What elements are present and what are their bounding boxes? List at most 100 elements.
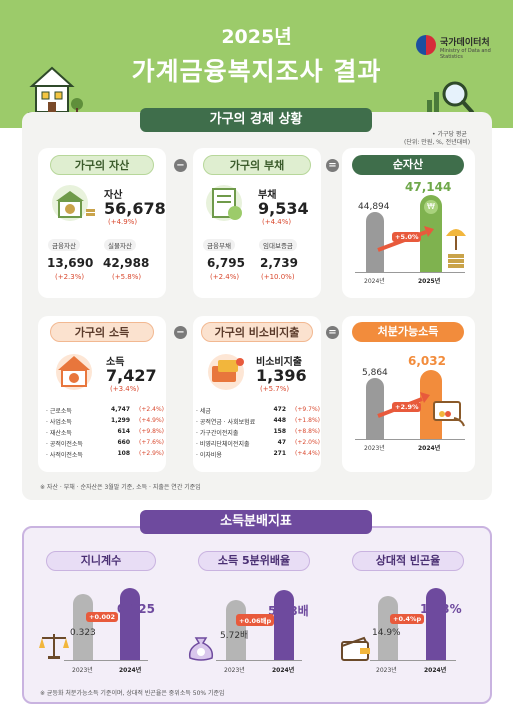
net-curr-year: 2025년 [418, 278, 441, 285]
disposable-delta: +2.9% [392, 402, 422, 412]
nonconsumption-label: 비소비지출 [256, 357, 302, 368]
gini-curr-bar [120, 588, 140, 660]
breakdown-change: (+2.0%) [295, 439, 320, 446]
net-prev-value: 44,894 [358, 202, 390, 212]
gini-curr-value: 0.325 [117, 602, 155, 616]
breakdown-row: · 사업소득 1,299 (+4.9%) [46, 417, 164, 428]
real-assets-change: (+5.8%) [112, 273, 142, 281]
breakdown-row: · 사적이전소득 108 (+2.9%) [46, 450, 164, 461]
breakdown-value: 47 [277, 439, 286, 446]
net-curr-bar [420, 195, 442, 272]
quintile-curr-value: 5.78배 [268, 604, 309, 618]
breakdown-change: (+7.6%) [139, 439, 164, 446]
wallet-card-icon [204, 350, 250, 392]
breakdown-name: · 공적이전소득 [46, 441, 83, 448]
breakdown-change: (+2.4%) [139, 406, 164, 413]
unit-note-2: (단위: 만원, %, 전년대비) [404, 139, 471, 146]
poverty-prev-bar [378, 596, 398, 660]
gini-delta: +0.002 [86, 612, 119, 622]
money-bag-icon [186, 632, 216, 662]
quintile-curr-bar [274, 590, 294, 660]
breakdown-change: (+4.4%) [295, 450, 320, 457]
financial-debt-label: 금융부채 [203, 239, 235, 251]
breakdown-name: · 비영리단체이전지출 [196, 441, 250, 448]
rental-deposit-change: (+10.0%) [261, 273, 295, 281]
poverty-curr-value: 15.3% [420, 602, 462, 616]
nonconsumption-breakdown-list: · 세금 472 (+9.7%) · 공적연금 · 사회보험료 448 (+1.8%) · … [196, 406, 320, 461]
debt-change: (+4.4%) [262, 218, 292, 226]
income-breakdown-list: · 근로소득 4,747 (+2.4%) · 사업소득 1,299 (+4.9%) · 재산… [46, 406, 164, 461]
breakdown-name: · 근로소득 [46, 408, 72, 415]
disposable-curr-year: 2024년 [418, 445, 441, 452]
distribution-title: 소득분배지표 [140, 510, 372, 534]
breakdown-name: · 이자비용 [196, 452, 222, 459]
nonconsumption-value: 1,396 [256, 366, 307, 385]
financial-assets-change: (+2.3%) [55, 273, 85, 281]
income-value: 7,427 [106, 366, 157, 385]
nonconsumption-card [193, 316, 321, 472]
gini-pill: 지니계수 [46, 551, 156, 571]
org-subname: Ministry of Data and Statistics [440, 48, 491, 60]
card-hand-icon [430, 398, 466, 428]
gini-prev-bar [73, 594, 93, 660]
breakdown-value: 660 [117, 439, 130, 446]
poverty-curr-bar [426, 588, 446, 660]
net-curr-value: 47,144 [405, 180, 452, 194]
net-baseline [355, 272, 465, 273]
assets-building-icon [48, 183, 98, 225]
debt-document-icon [204, 183, 250, 225]
poverty-prev-year: 2023년 [376, 667, 397, 674]
org-name: 국가데이터처 [440, 38, 490, 48]
equals-operator-1: = [326, 159, 339, 172]
minus-operator-2: − [174, 326, 187, 339]
debt-label: 부채 [258, 190, 277, 201]
real-assets-value: 42,988 [103, 256, 150, 270]
breakdown-row: · 재산소득 614 (+9.8%) [46, 428, 164, 439]
won-coin-icon: ₩ [424, 200, 438, 214]
breakdown-change: (+4.9%) [139, 417, 164, 424]
breakdown-value: 4,747 [111, 406, 130, 413]
breakdown-row: · 공적이전소득 660 (+7.6%) [46, 439, 164, 450]
real-assets-label: 실물자산 [104, 239, 136, 251]
page-title: 가계금융복지조사 결과 [131, 57, 382, 86]
income-label: 소득 [106, 357, 125, 368]
poverty-curr-year: 2024년 [424, 667, 447, 674]
disposable-curr-value: 6,032 [408, 354, 446, 368]
breakdown-name: · 공적연금 · 사회보험료 [196, 419, 256, 426]
scale-icon [38, 632, 70, 660]
poverty-prev-value: 14.9% [372, 628, 401, 638]
breakdown-value: 614 [117, 428, 130, 435]
org-emblem-icon [416, 35, 436, 55]
debt-pill: 가구의 부채 [203, 155, 311, 175]
gini-curr-year: 2024년 [119, 667, 142, 674]
poverty-baseline [370, 660, 456, 661]
disposable-income-card [342, 316, 475, 472]
quintile-delta: +0.06배p [236, 614, 275, 626]
org-logo: 국가데이터처 Ministry of Data and Statistics [416, 33, 506, 61]
umbrella-coins-icon [444, 222, 468, 270]
poverty-pill: 상대적 빈곤율 [352, 551, 464, 571]
breakdown-value: 1,299 [111, 417, 130, 424]
breakdown-value: 158 [273, 428, 286, 435]
disposable-prev-bar [366, 378, 384, 439]
quintile-pill: 소득 5분위배율 [198, 551, 310, 571]
quintile-curr-year: 2024년 [272, 667, 295, 674]
unit-note-1: • 가구당 평균 [432, 131, 467, 138]
breakdown-row: · 근로소득 4,747 (+2.4%) [46, 406, 164, 417]
nonconsumption-pill: 가구의 비소비지출 [201, 322, 313, 342]
rental-deposit-value: 2,739 [260, 256, 298, 270]
disposable-prev-value: 5,864 [362, 368, 388, 378]
economy-footnote: ※ 자산 · 부채 · 순자산은 3월말 기준, 소득 · 지출은 연간 기준임 [40, 484, 201, 491]
disposable-curr-bar [420, 370, 442, 439]
disposable-baseline [355, 439, 465, 440]
breakdown-change: (+8.8%) [295, 428, 320, 435]
equals-operator-2: = [326, 326, 339, 339]
assets-label: 자산 [104, 190, 123, 201]
breakdown-change: (+2.9%) [139, 450, 164, 457]
breakdown-value: 108 [117, 450, 130, 457]
gini-prev-value: 0.323 [70, 628, 96, 638]
quintile-prev-year: 2023년 [224, 667, 245, 674]
magnifier-chart-icon [425, 78, 475, 120]
income-house-icon [52, 350, 98, 392]
debt-value: 9,534 [258, 199, 309, 218]
